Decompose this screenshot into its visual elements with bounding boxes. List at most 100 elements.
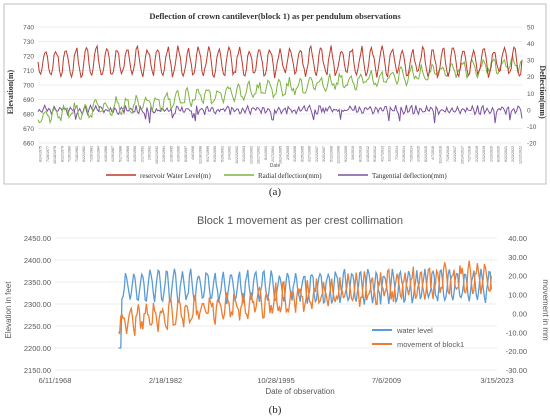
xtick-label: 8/15/2010 bbox=[359, 146, 363, 162]
ytick-label-right: 20.00 bbox=[508, 272, 527, 281]
chart-b-ylabel-left: Elevation in feet bbox=[4, 281, 13, 339]
caption-b: (b) bbox=[268, 404, 282, 416]
legend-label: reservoir Water Level(m) bbox=[140, 172, 211, 180]
xtick-label: 4/7/2016 bbox=[431, 146, 435, 160]
ytick-label-right: 30 bbox=[527, 58, 535, 65]
xtick-label: 11/2/2013 bbox=[388, 146, 392, 162]
xtick-label: 4/20/1986 bbox=[104, 146, 108, 162]
ytick-label-right: 0 bbox=[527, 107, 531, 114]
ytick-label-left: 700 bbox=[23, 83, 34, 90]
xtick-label: 9/16/2012 bbox=[373, 146, 377, 162]
xtick-label: 2/17/1991 bbox=[140, 146, 144, 162]
xtick-label: 7/29/1983 bbox=[89, 146, 93, 162]
xtick-label: 3/13/2003 bbox=[242, 146, 246, 162]
xtick-label: 12/22/2022 bbox=[519, 146, 523, 164]
xtick-label: 2/23/2019 bbox=[475, 146, 479, 162]
ytick-label-right: 0.00 bbox=[512, 309, 527, 318]
chart-a-xlabel: Date bbox=[270, 163, 281, 169]
caption-a: (a) bbox=[268, 186, 282, 198]
xtick-label: 11/21/2008 bbox=[337, 146, 341, 164]
xtick-label: 10/17/2002 bbox=[257, 146, 261, 164]
xtick-label: 10/12/1992 bbox=[155, 146, 159, 164]
xtick-label: 11/24/2002 bbox=[235, 146, 239, 164]
movement-of-block1-line bbox=[117, 260, 492, 337]
chart-a-ylabel-left: Elevation(m) bbox=[6, 69, 15, 114]
ytick-label-left: 2150.00 bbox=[24, 366, 51, 375]
xtick-label: 4/6/1998 bbox=[191, 146, 195, 160]
ytick-label-right: 10 bbox=[527, 91, 535, 98]
xtick-label: 7/18/1981 bbox=[75, 146, 79, 162]
xtick-label: 9/17/1999 bbox=[206, 146, 210, 162]
chart-b-grid bbox=[55, 237, 497, 371]
chart-b-panel: Block 1 movement as per crest collimatio… bbox=[0, 210, 550, 420]
xtick-label: 4/29/1987 bbox=[111, 146, 115, 162]
xtick-label: 7/27/2018 bbox=[468, 146, 472, 162]
xtick-label: 8/26/2020 bbox=[497, 146, 501, 162]
xtick-label: 2/5/2005 bbox=[286, 146, 290, 160]
ytick-label-left: 2200.00 bbox=[24, 344, 51, 353]
xtick-label: 7/19/2016 bbox=[446, 146, 450, 162]
reservoir-water-level-line bbox=[37, 44, 523, 80]
ytick-label-left: 690 bbox=[23, 97, 34, 104]
xtick-label: 7/1/2014 bbox=[395, 146, 399, 160]
chart-a-title: Deflection of crown cantilever(block 1) … bbox=[149, 11, 401, 21]
ytick-label-right: 10.00 bbox=[508, 291, 527, 300]
chart-b-legend: water level movement of block1 bbox=[372, 326, 464, 349]
xtick-label: 2/26/1994 bbox=[162, 146, 166, 162]
xtick-label: 8/4/2003 bbox=[264, 146, 268, 160]
xtick-label: 2/18/1982 bbox=[149, 376, 182, 385]
xtick-label: 6/23/1984 bbox=[97, 146, 101, 162]
xtick-label: 3/15/2023 bbox=[480, 376, 513, 385]
ytick-label-left: 2400.00 bbox=[24, 256, 51, 265]
xtick-label: 2/19/2014 bbox=[402, 146, 406, 162]
xtick-label: 6/22/1982 bbox=[82, 146, 86, 162]
ytick-label-right: 40.00 bbox=[508, 234, 527, 243]
water-level-line bbox=[118, 268, 492, 349]
xtick-label: 3/6/2010 bbox=[351, 146, 355, 160]
xtick-label: 4/26/1989 bbox=[126, 146, 130, 162]
chart-a-lines bbox=[37, 44, 523, 125]
legend-label: water level bbox=[396, 326, 433, 335]
ytick-label-left: 710 bbox=[23, 68, 34, 75]
xtick-label: 1/24/2007 bbox=[315, 146, 319, 162]
xtick-label: 10/18/1978 bbox=[53, 146, 57, 164]
xtick-label: 1/19/2015 bbox=[417, 146, 421, 162]
xtick-label: 2/18/1995 bbox=[169, 146, 173, 162]
xtick-label: 2/4/2002 bbox=[228, 146, 232, 160]
xtick-label: 2/23/2022 bbox=[511, 146, 515, 162]
chart-b-title: Block 1 movement as per crest collimatio… bbox=[197, 215, 403, 227]
chart-a: Deflection of crown cantilever(block 1) … bbox=[3, 3, 547, 185]
xtick-label: 3/27/2006 bbox=[308, 146, 312, 162]
ytick-label-right: -20.00 bbox=[506, 347, 527, 356]
chart-b-xticks: 6/11/1968 2/18/1982 10/28/1995 7/6/2009 3/15… bbox=[39, 376, 514, 385]
ytick-label-left: 2350.00 bbox=[24, 278, 51, 287]
chart-b-ylabel-right: movement in mm bbox=[541, 279, 550, 341]
xtick-label: 6/11/1968 bbox=[39, 376, 72, 385]
xtick-label: 3/20/1996 bbox=[177, 146, 181, 162]
xtick-label: 9/25/2005 bbox=[300, 146, 304, 162]
radial-deflection-line bbox=[37, 54, 523, 125]
ytick-label-left: 730 bbox=[23, 39, 34, 46]
chart-b: Block 1 movement as per crest collimatio… bbox=[4, 215, 550, 396]
chart-b-yticks-left: 2150.00 2200.00 2250.00 2300.00 2350.00 2400.… bbox=[24, 234, 51, 375]
chart-a-xticks: 8/24/1975 7/28/1977 10/18/1978 8/22/1979 7/2… bbox=[39, 146, 523, 164]
xtick-label: 7/6/2009 bbox=[372, 376, 401, 385]
xtick-label: 7/28/1977 bbox=[46, 146, 50, 162]
ytick-label-right: 20 bbox=[527, 74, 535, 81]
ytick-label-left: 720 bbox=[23, 54, 34, 61]
ytick-label-right: -10.00 bbox=[506, 328, 527, 337]
ytick-label-left: 2450.00 bbox=[24, 234, 51, 243]
ytick-label-left: 740 bbox=[23, 25, 34, 32]
xtick-label: 8/22/1979 bbox=[60, 146, 64, 162]
xtick-label: 5/12/2008 bbox=[329, 146, 333, 162]
xtick-label: 10/24/2005 bbox=[279, 146, 283, 164]
xtick-label: 10/28/1995 bbox=[257, 376, 295, 385]
ytick-label-right: 50 bbox=[527, 25, 535, 32]
xtick-label: 1/18/2012 bbox=[366, 146, 370, 162]
xtick-label: 3/20/2007 bbox=[322, 146, 326, 162]
ytick-label-right: -20 bbox=[527, 141, 537, 148]
ytick-label-right: 40 bbox=[527, 41, 535, 48]
ytick-label-left: 2300.00 bbox=[24, 300, 51, 309]
xtick-label: 2/6/1992 bbox=[148, 146, 152, 160]
xtick-label: 1/12/2019 bbox=[482, 146, 486, 162]
